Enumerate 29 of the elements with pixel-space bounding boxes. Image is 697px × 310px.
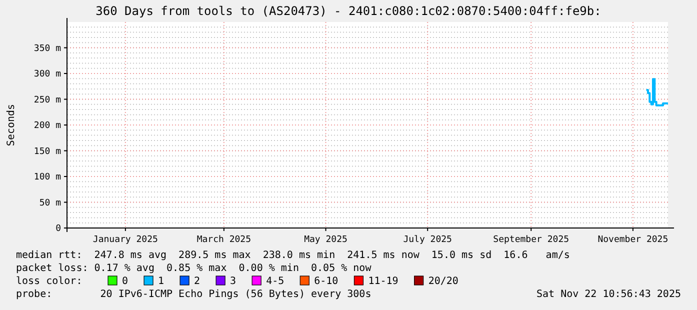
- y-tick-label: 300 m: [34, 70, 61, 80]
- text: 11-19: [368, 276, 398, 287]
- text: packet loss: 0.17 % avg 0.85 % max 0.00 % min 0.05 % now: [16, 263, 372, 274]
- text: 3: [230, 276, 236, 287]
- text: Sat Nov 22 10:56:43 2025: [536, 289, 681, 300]
- x-tick-label: January 2025: [92, 235, 158, 245]
- text: 4-5: [266, 276, 284, 287]
- text: 20/20: [428, 276, 458, 287]
- x-tick-label: July 2025: [403, 235, 452, 245]
- y-tick-label: 200 m: [34, 121, 61, 132]
- y-tick-label: 250 m: [34, 95, 61, 106]
- x-tick-label: November 2025: [598, 235, 668, 245]
- x-tick-label: September 2025: [493, 235, 570, 245]
- y-tick-label: 350 m: [34, 44, 61, 54]
- text: probe: 20 IPv6-ICMP Echo Pings (56 Bytes) every 300s: [16, 289, 372, 300]
- chart-title: 360 Days from tools to (AS20473) - 2401:c080:1c02:0870:5400:04ff:fe9b:: [96, 4, 602, 18]
- text: 6-10: [314, 276, 338, 287]
- y-axis-title: Seconds: [6, 104, 17, 146]
- text: 2: [194, 276, 200, 287]
- y-tick-label: 150 m: [34, 146, 61, 157]
- x-tick-label: March 2025: [196, 235, 252, 245]
- y-tick-label: 50 m: [39, 198, 61, 208]
- text: 1: [158, 276, 164, 287]
- y-tick-label: 0: [56, 224, 61, 234]
- y-tick-label: 100 m: [34, 172, 61, 183]
- text: median rtt: 247.8 ms avg 289.5 ms max 238.0 ms min 241.5 ms now 15.0 ms sd 16.6 am/s: [16, 250, 570, 261]
- text: loss color:: [16, 276, 82, 287]
- text: 0: [122, 276, 128, 287]
- x-tick-label: May 2025: [304, 235, 348, 245]
